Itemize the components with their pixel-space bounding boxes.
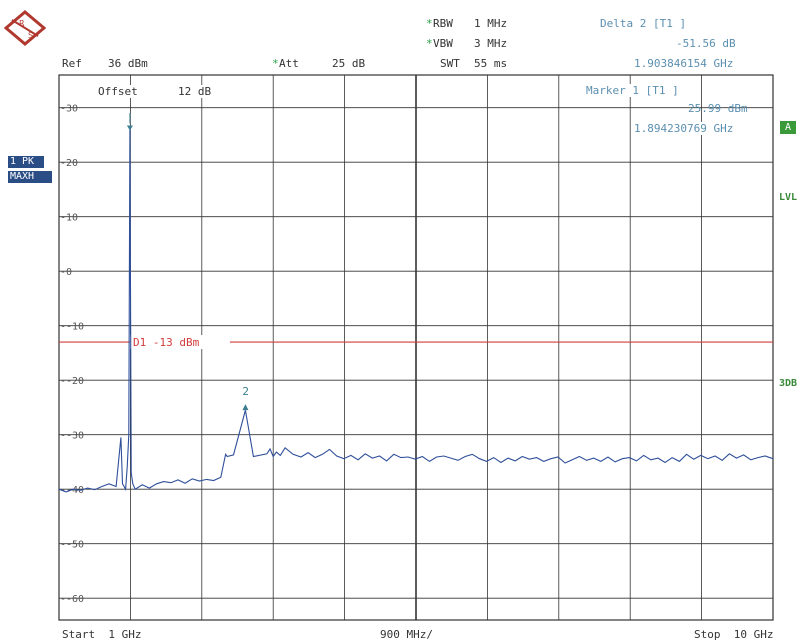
delta-marker-level: -51.56 dB <box>676 37 736 50</box>
svg-text:R: R <box>19 19 25 28</box>
att-value: 25 dB <box>332 57 366 70</box>
offset-value: 12 dB <box>178 85 212 98</box>
vbw-label: VBW <box>433 37 453 50</box>
y-tick-label: -30 <box>60 104 78 115</box>
swt-value: 55 ms <box>474 57 508 70</box>
swt-label: SWT <box>440 57 460 70</box>
rohde-schwarz-logo: R S <box>4 10 46 46</box>
y-tick-label: --50 <box>60 540 84 551</box>
rbw-star: * <box>426 17 433 30</box>
y-tick-label: --60 <box>60 594 84 605</box>
marker-2-label: 2 <box>242 385 249 398</box>
att-star: * <box>272 57 279 70</box>
rbw-value: 1 MHz <box>474 17 508 30</box>
vbw-star: * <box>426 37 433 50</box>
display-line-label-bg <box>130 335 230 350</box>
svg-text:S: S <box>28 31 33 40</box>
span-per-div: 900 MHz/ <box>380 628 433 641</box>
lvl-indicator: LVL <box>779 192 798 203</box>
stop-freq: Stop 10 GHz <box>694 628 774 641</box>
y-tick-label: --20 <box>60 376 84 387</box>
rbw-label: RBW <box>433 17 453 30</box>
att-label: Att <box>279 57 299 70</box>
threedb-indicator: 3DB <box>779 378 798 389</box>
offset-label: Offset <box>98 85 138 98</box>
delta-marker-title: Delta 2 [T1 ] <box>600 17 687 30</box>
ref-label: Ref <box>62 57 82 70</box>
marker1-freq: 1.894230769 GHz <box>634 122 734 135</box>
y-tick-label: -0 <box>60 267 72 278</box>
trace-badge: 1 PK <box>8 156 44 168</box>
marker1-title: Marker 1 [T1 ] <box>586 84 679 97</box>
marker-1-symbol <box>126 125 133 131</box>
marker-2-symbol <box>242 404 249 411</box>
delta-marker-freq: 1.903846154 GHz <box>634 57 734 70</box>
trace-a-indicator: A <box>780 121 797 134</box>
y-tick-label: -20 <box>60 158 78 169</box>
marker1-level: 25.99 dBm <box>688 102 748 115</box>
spectrum-trace <box>58 129 774 493</box>
display-line-label: D1 -13 dBm <box>133 336 200 349</box>
y-tick-label: --10 <box>60 322 84 333</box>
y-tick-label: -10 <box>60 213 78 224</box>
y-tick-label: --30 <box>60 431 84 442</box>
ref-value: 36 dBm <box>108 57 148 70</box>
y-tick-label: --40 <box>60 485 84 496</box>
detector-badge: MAXH <box>8 171 52 183</box>
vbw-value: 3 MHz <box>474 37 508 50</box>
start-freq: Start 1 GHz <box>62 628 142 641</box>
